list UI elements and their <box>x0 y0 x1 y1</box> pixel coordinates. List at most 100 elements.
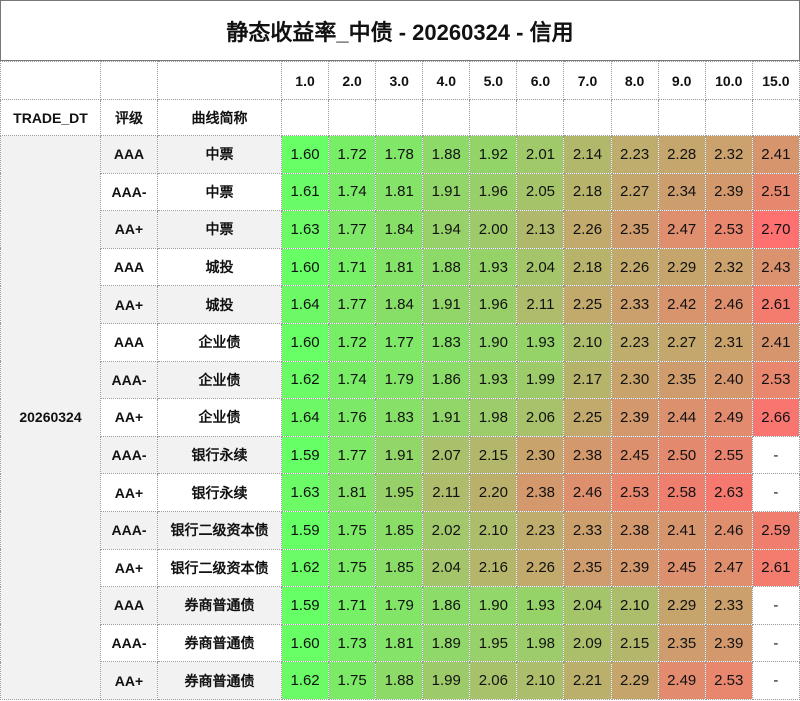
tenor-header: 6.0 <box>516 61 565 100</box>
yield-cell: 2.31 <box>704 322 753 362</box>
yield-cell: 2.10 <box>563 322 612 362</box>
yield-cell: 1.60 <box>280 623 330 663</box>
yield-cell: 1.64 <box>280 398 330 437</box>
yield-cell: 2.28 <box>657 135 706 174</box>
yield-cell: - <box>751 623 800 663</box>
tenor-header: 8.0 <box>610 61 659 100</box>
yield-cell: 2.38 <box>563 435 612 475</box>
curve-name-cell: 中票 <box>157 135 282 174</box>
yield-cell: 2.15 <box>610 623 659 663</box>
yield-cell: 1.83 <box>422 322 471 362</box>
yield-cell: 2.46 <box>704 285 753 324</box>
yield-cell: 2.45 <box>610 435 659 475</box>
rating-cell: AA+ <box>100 398 158 437</box>
rating-cell: AAA <box>100 586 158 625</box>
yield-cell: 2.23 <box>516 510 565 550</box>
yield-cell: 2.13 <box>516 210 565 249</box>
yield-cell: 1.72 <box>328 135 377 174</box>
blank-header-cell <box>328 99 377 136</box>
yield-cell: 2.51 <box>751 172 800 212</box>
yield-cell: 1.59 <box>280 510 330 550</box>
yield-cell: 1.63 <box>280 473 330 512</box>
yield-cell: 2.53 <box>704 661 753 700</box>
table-row: AAA- 中票 1.61 1.74 1.81 1.91 1.96 2.05 2.18 2.27 2.… <box>1 172 800 212</box>
yield-cell: 2.55 <box>704 435 753 475</box>
rating-cell: AA+ <box>100 661 158 700</box>
yield-cell: 2.02 <box>422 510 471 550</box>
yield-cell: 2.29 <box>657 586 706 625</box>
table-row: AAA 城投 1.60 1.71 1.81 1.88 1.93 2.04 2.18 2.26 2.2… <box>1 247 800 287</box>
curve-name-cell: 中票 <box>157 172 282 212</box>
yield-cell: 2.63 <box>704 473 753 512</box>
yield-cell: 2.44 <box>657 398 706 437</box>
yield-cell: 2.47 <box>657 210 706 249</box>
rating-cell: AA+ <box>100 210 158 249</box>
yield-cell: 1.91 <box>375 435 424 475</box>
yield-cell: 1.62 <box>280 661 330 700</box>
yield-cell: 2.16 <box>469 548 518 588</box>
yield-cell: 2.47 <box>704 548 753 588</box>
curve-name-cell: 银行永续 <box>157 473 282 512</box>
tenor-header: 1.0 <box>280 61 330 100</box>
yield-cell: 1.79 <box>375 586 424 625</box>
yield-cell: 1.59 <box>280 586 330 625</box>
blank-header-cell <box>516 99 565 136</box>
yield-cell: 1.77 <box>375 322 424 362</box>
yield-cell: 1.90 <box>469 586 518 625</box>
yield-cell: 2.30 <box>610 360 659 400</box>
yield-cell: 2.01 <box>516 135 565 174</box>
yield-cell: 2.39 <box>610 398 659 437</box>
yield-cell: 2.33 <box>563 510 612 550</box>
tenor-header: 9.0 <box>657 61 706 100</box>
yield-cell: 1.98 <box>516 623 565 663</box>
curve-name-cell: 银行永续 <box>157 435 282 475</box>
yield-cell: 2.35 <box>657 623 706 663</box>
yield-cell: 2.04 <box>422 548 471 588</box>
rating-cell: AA+ <box>100 548 158 588</box>
header-rating: 评级 <box>100 99 158 136</box>
yield-cell: 1.60 <box>280 322 330 362</box>
yield-cell: 1.86 <box>422 360 471 400</box>
table-row: 20260324 AAA 中票 1.60 1.72 1.78 1.88 1.92 2.01 2.1… <box>0 135 800 700</box>
yield-cell: 2.40 <box>704 360 753 400</box>
yield-cell: 2.25 <box>563 398 612 437</box>
yield-cell: 1.94 <box>422 210 471 249</box>
header-trade-dt: TRADE_DT <box>0 99 101 136</box>
yield-cell: 2.00 <box>469 210 518 249</box>
blank-header-cell <box>657 99 706 136</box>
yield-cell: 2.26 <box>610 247 659 287</box>
rating-cell: AAA- <box>100 510 158 550</box>
yield-cell: 2.39 <box>610 548 659 588</box>
yield-cell: 1.81 <box>375 623 424 663</box>
yield-cell: 2.23 <box>610 322 659 362</box>
yield-cell: 2.50 <box>657 435 706 475</box>
yield-cell: 1.61 <box>280 172 330 212</box>
yield-cell: 1.81 <box>328 473 377 512</box>
yield-cell: 2.46 <box>704 510 753 550</box>
yield-cell: 2.41 <box>751 135 800 174</box>
yield-cell: 2.70 <box>751 210 800 249</box>
rating-cell: AAA- <box>100 360 158 400</box>
blank-header-cell <box>563 99 612 136</box>
yield-cell: 1.74 <box>328 172 377 212</box>
curve-name-cell: 企业债 <box>157 322 282 362</box>
tenor-header: 4.0 <box>422 61 471 100</box>
yield-cell: 2.10 <box>610 586 659 625</box>
curve-name-cell: 中票 <box>157 210 282 249</box>
yield-cell: 1.71 <box>328 586 377 625</box>
yield-cell: 2.66 <box>751 398 800 437</box>
yield-cell: 1.60 <box>280 135 330 174</box>
curve-name-cell: 券商普通债 <box>157 586 282 625</box>
yield-cell: - <box>751 473 800 512</box>
yield-cell: 2.61 <box>751 285 800 324</box>
yield-cell: 1.91 <box>422 398 471 437</box>
yield-cell: 1.93 <box>469 360 518 400</box>
yield-cell: 1.88 <box>375 661 424 700</box>
yield-cell: 1.85 <box>375 548 424 588</box>
yield-cell: 2.15 <box>469 435 518 475</box>
yield-cell: 1.77 <box>328 210 377 249</box>
rating-cell: AA+ <box>100 473 158 512</box>
yield-cell: 2.11 <box>516 285 565 324</box>
yield-cell: - <box>751 661 800 700</box>
yield-cell: 1.93 <box>469 247 518 287</box>
